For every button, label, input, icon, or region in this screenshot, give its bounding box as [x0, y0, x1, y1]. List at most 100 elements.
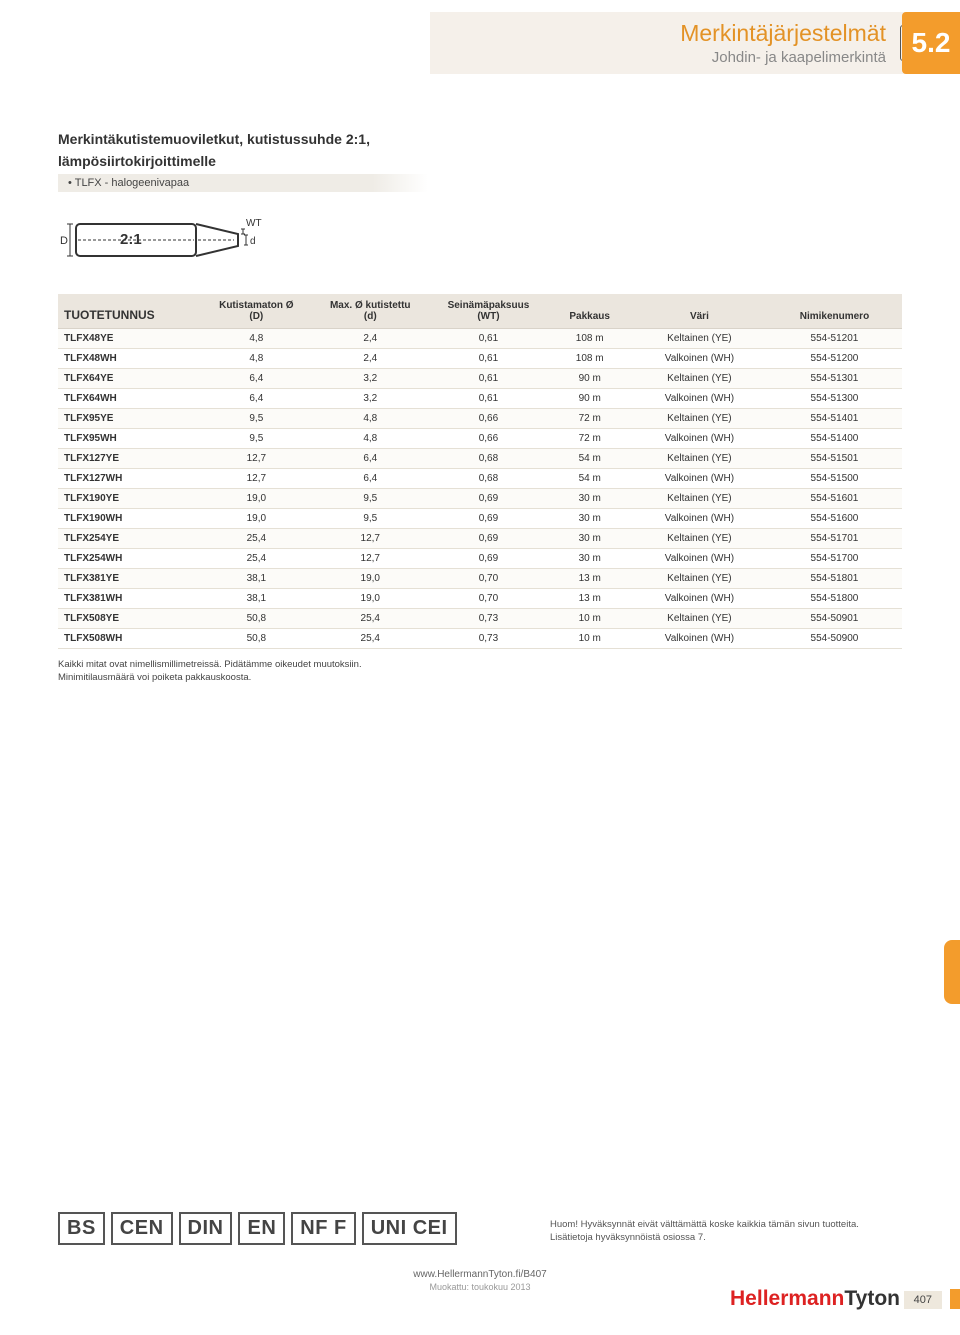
table-cell: Valkoinen (WH) — [632, 429, 767, 449]
table-cell: TLFX190WH — [58, 509, 201, 529]
table-cell: 108 m — [548, 349, 632, 369]
footer-url: www.HellermannTyton.fi/B407 — [0, 1269, 960, 1280]
table-cell: 72 m — [548, 429, 632, 449]
header-subtitle: Johdin- ja kaapelimerkintä — [452, 49, 886, 66]
table-cell: 554-51300 — [767, 389, 902, 409]
standard-badge: CEN — [111, 1212, 173, 1245]
table-cell: 10 m — [548, 629, 632, 649]
table-cell: 6,4 — [201, 389, 311, 409]
table-cell: Valkoinen (WH) — [632, 629, 767, 649]
table-cell: TLFX254YE — [58, 529, 201, 549]
table-cell: 4,8 — [311, 409, 429, 429]
table-cell: 0,66 — [429, 429, 547, 449]
table-cell: TLFX190YE — [58, 489, 201, 509]
table-cell: 25,4 — [311, 609, 429, 629]
table-cell: Valkoinen (WH) — [632, 549, 767, 569]
table-cell: 9,5 — [201, 409, 311, 429]
table-row: TLFX508YE50,825,40,7310 mKeltainen (YE)5… — [58, 609, 902, 629]
table-cell: 25,4 — [311, 629, 429, 649]
table-row: TLFX48YE4,82,40,61108 mKeltainen (YE)554… — [58, 329, 902, 349]
standard-badge: BS — [58, 1212, 105, 1245]
table-cell: 554-51301 — [767, 369, 902, 389]
table-cell: 54 m — [548, 449, 632, 469]
table-cell: 9,5 — [311, 489, 429, 509]
table-header: Seinämäpaksuus(WT) — [429, 294, 547, 329]
table-cell: 25,4 — [201, 529, 311, 549]
table-cell: 554-51201 — [767, 329, 902, 349]
footnote-line2: Minimitilausmäärä voi poiketa pakkauskoo… — [58, 672, 902, 685]
table-cell: 10 m — [548, 609, 632, 629]
table-cell: TLFX64YE — [58, 369, 201, 389]
table-cell: 554-51800 — [767, 589, 902, 609]
table-cell: 0,69 — [429, 529, 547, 549]
table-row: TLFX64WH6,43,20,6190 mValkoinen (WH)554-… — [58, 389, 902, 409]
table-cell: 12,7 — [311, 549, 429, 569]
table-cell: 54 m — [548, 469, 632, 489]
table-cell: 0,69 — [429, 549, 547, 569]
table-cell: Keltainen (YE) — [632, 489, 767, 509]
table-cell: 90 m — [548, 389, 632, 409]
table-cell: 554-51401 — [767, 409, 902, 429]
table-cell: 554-51700 — [767, 549, 902, 569]
diagram-d-upper-label: D — [60, 235, 68, 247]
table-cell: 0,68 — [429, 449, 547, 469]
table-cell: TLFX381YE — [58, 569, 201, 589]
table-cell: 0,61 — [429, 329, 547, 349]
standard-badge: UNI CEI — [362, 1212, 457, 1245]
table-cell: Keltainen (YE) — [632, 569, 767, 589]
table-cell: 2,4 — [311, 349, 429, 369]
diagram-wt-label: WT — [246, 218, 262, 229]
table-cell: 12,7 — [311, 529, 429, 549]
table-cell: 0,66 — [429, 409, 547, 429]
side-tab — [944, 940, 960, 1004]
table-cell: 0,61 — [429, 349, 547, 369]
table-row: TLFX381YE38,119,00,7013 mKeltainen (YE)5… — [58, 569, 902, 589]
table-cell: 4,8 — [311, 429, 429, 449]
table-cell: TLFX127WH — [58, 469, 201, 489]
table-cell: 38,1 — [201, 569, 311, 589]
table-cell: TLFX95WH — [58, 429, 201, 449]
table-row: TLFX64YE6,43,20,6190 mKeltainen (YE)554-… — [58, 369, 902, 389]
table-cell: 30 m — [548, 549, 632, 569]
dimension-diagram: D 2:1 WT d — [58, 210, 902, 270]
table-cell: Keltainen (YE) — [632, 449, 767, 469]
table-cell: 0,70 — [429, 569, 547, 589]
table-cell: Keltainen (YE) — [632, 529, 767, 549]
table-row: TLFX95WH9,54,80,6672 mValkoinen (WH)554-… — [58, 429, 902, 449]
table-cell: 19,0 — [311, 569, 429, 589]
table-cell: 554-51400 — [767, 429, 902, 449]
table-row: TLFX95YE9,54,80,6672 mKeltainen (YE)554-… — [58, 409, 902, 429]
table-cell: 72 m — [548, 409, 632, 429]
table-cell: 0,69 — [429, 489, 547, 509]
table-cell: 50,8 — [201, 629, 311, 649]
table-row: TLFX508WH50,825,40,7310 mValkoinen (WH)5… — [58, 629, 902, 649]
table-cell: Keltainen (YE) — [632, 409, 767, 429]
table-row: TLFX48WH4,82,40,61108 mValkoinen (WH)554… — [58, 349, 902, 369]
table-cell: TLFX508WH — [58, 629, 201, 649]
table-cell: 554-51500 — [767, 469, 902, 489]
table-cell: 25,4 — [201, 549, 311, 569]
table-cell: Valkoinen (WH) — [632, 469, 767, 489]
table-cell: 0,61 — [429, 389, 547, 409]
table-cell: 19,0 — [201, 509, 311, 529]
table-cell: 0,68 — [429, 469, 547, 489]
table-cell: 0,70 — [429, 589, 547, 609]
table-header: TUOTETUNNUS — [58, 294, 201, 329]
table-cell: Valkoinen (WH) — [632, 349, 767, 369]
table-cell: 4,8 — [201, 329, 311, 349]
table-cell: 554-51501 — [767, 449, 902, 469]
table-row: TLFX381WH38,119,00,7013 mValkoinen (WH)5… — [58, 589, 902, 609]
table-cell: 0,69 — [429, 509, 547, 529]
table-cell: 19,0 — [311, 589, 429, 609]
table-cell: TLFX64WH — [58, 389, 201, 409]
table-cell: Valkoinen (WH) — [632, 389, 767, 409]
brand-part2: Tyton — [844, 1287, 900, 1310]
standard-badge: DIN — [179, 1212, 233, 1245]
table-cell: 0,61 — [429, 369, 547, 389]
table-row: TLFX254WH25,412,70,6930 mValkoinen (WH)5… — [58, 549, 902, 569]
table-cell: 13 m — [548, 589, 632, 609]
table-cell: 6,4 — [201, 369, 311, 389]
table-cell: 30 m — [548, 489, 632, 509]
table-cell: 12,7 — [201, 469, 311, 489]
approval-line1: Huom! Hyväksynnät eivät välttämättä kosk… — [550, 1219, 859, 1230]
